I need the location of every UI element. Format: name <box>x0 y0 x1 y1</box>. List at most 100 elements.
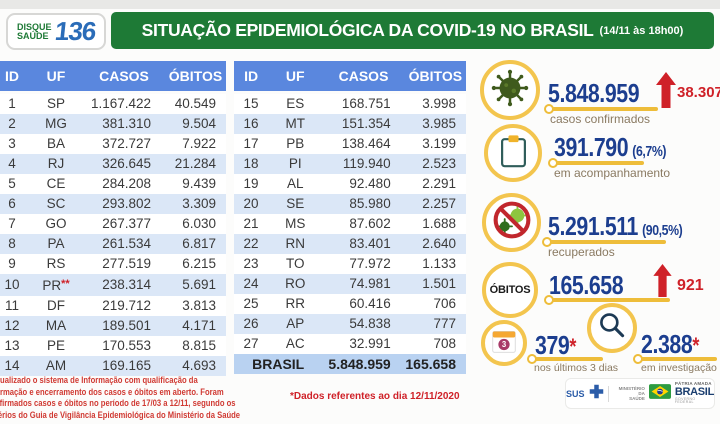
footnote-line: critérios do Guia de Vigilância Epidemio… <box>0 409 241 420</box>
row-id: 7 <box>8 215 16 231</box>
ministry-line2: SAÚDE <box>629 396 645 401</box>
brazil-flag-icon <box>648 383 671 404</box>
recovered-ring <box>482 193 541 252</box>
row-id: 1 <box>8 95 16 111</box>
row-id: 11 <box>4 297 19 313</box>
table-row: 9 RS 277.519 6.215 <box>0 253 226 274</box>
page-title: SITUAÇÃO EPIDEMIOLÓGICA DA COVID-19 NO B… <box>141 20 594 40</box>
table-row: 19 AL 92.480 2.291 <box>234 173 466 194</box>
investigation-ring <box>587 303 637 353</box>
row-uf: PI <box>288 155 302 171</box>
row-obitos: 6.817 <box>182 235 216 251</box>
total-casos: 5.848.959 <box>328 355 391 372</box>
row-uf: MT <box>285 115 306 131</box>
row-uf: SP <box>46 95 65 111</box>
row-id: 19 <box>243 175 259 191</box>
row-id: 2 <box>8 115 16 131</box>
row-id: 24 <box>243 275 259 291</box>
table-row: 10 PR** 238.314 5.691 <box>0 273 226 296</box>
row-uf: GO <box>45 215 67 231</box>
ministry-label: MINISTÉRIO DA SAÚDE <box>612 386 645 401</box>
col-header-casos: CASOS <box>322 61 405 94</box>
deaths-icon-label: ÓBITOS <box>489 284 531 296</box>
row-obitos: 2.257 <box>422 195 456 211</box>
row-id: 16 <box>243 115 259 131</box>
row-uf: PE <box>46 337 65 353</box>
col-header-obitos: ÓBITOS <box>404 61 466 94</box>
table-row: 5 CE 284.208 9.439 <box>0 173 226 194</box>
row-casos: 381.310 <box>102 115 151 131</box>
recovered-percent: (90,5%) <box>642 222 683 239</box>
row-uf: MG <box>45 115 67 131</box>
sus-cross-icon <box>589 384 604 404</box>
confirmed-label: casos confirmados <box>550 112 651 126</box>
row-id: 8 <box>8 235 16 251</box>
up-arrow-icon <box>653 264 672 302</box>
table-row: 7 GO 267.377 6.030 <box>0 213 226 234</box>
state-table-left: ID UF CASOS ÓBITOS 1 SP 1.167.422 40.549 2 MG… <box>0 61 226 376</box>
monitoring-value: 391.790 (6,7%) <box>554 132 667 162</box>
row-obitos: 9.504 <box>182 115 216 131</box>
row-id: 14 <box>4 357 20 373</box>
row-uf: SC <box>46 195 66 211</box>
no-virus-icon <box>492 200 532 245</box>
row-uf: RS <box>46 255 66 271</box>
row-uf: RR <box>285 295 306 311</box>
row-obitos: 1.501 <box>422 275 456 291</box>
last3days-value: 379* <box>535 330 576 360</box>
row-obitos: 777 <box>433 315 456 331</box>
col-header-obitos: ÓBITOS <box>165 61 226 94</box>
row-obitos: 21.284 <box>174 155 216 171</box>
row-id: 20 <box>243 195 259 211</box>
up-arrow-icon <box>656 72 676 113</box>
row-casos: 74.981 <box>349 275 391 291</box>
confirmed-value: 5.848.959 <box>548 78 640 108</box>
row-obitos: 1.688 <box>422 215 456 231</box>
row-casos: 372.727 <box>102 135 151 151</box>
table-header-row: ID UF CASOS ÓBITOS <box>0 61 226 94</box>
row-casos: 168.751 <box>341 95 391 111</box>
row-uf: ES <box>286 95 305 111</box>
row-uf: AC <box>285 335 305 351</box>
logo-divider <box>607 385 609 402</box>
row-casos: 85.980 <box>349 195 391 211</box>
row-casos: 151.354 <box>341 115 391 131</box>
deaths-underline <box>544 295 670 305</box>
footnote-line: informação e encerramento dos casos e ób… <box>0 386 224 397</box>
row-id: 17 <box>243 135 259 151</box>
table-row: 21 MS 87.602 1.688 <box>234 213 466 234</box>
row-casos: 326.645 <box>102 155 151 171</box>
table-row: 8 PA 261.534 6.817 <box>0 233 226 254</box>
row-casos: 87.602 <box>349 215 391 231</box>
row-obitos: 3.813 <box>182 297 216 313</box>
row-obitos: 3.998 <box>422 95 456 111</box>
total-obitos: 165.658 <box>405 355 456 372</box>
page-top-strip <box>0 0 720 9</box>
row-obitos: 2.291 <box>422 175 456 191</box>
row-obitos: 3.309 <box>182 195 216 211</box>
clipboard-icon <box>500 134 527 173</box>
recovered-underline <box>542 237 666 247</box>
row-id: 21 <box>243 215 259 231</box>
recovered-label: recuperados <box>548 245 615 259</box>
row-uf: RO <box>285 275 306 291</box>
table-header-row: ID UF CASOS ÓBITOS <box>234 61 466 94</box>
row-obitos: 9.439 <box>182 175 216 191</box>
row-id: 13 <box>4 337 20 353</box>
ministry-line1: MINISTÉRIO DA <box>618 386 645 396</box>
table-row: 1 SP 1.167.422 40.549 <box>0 92 226 114</box>
row-casos: 138.464 <box>341 135 391 151</box>
row-uf: PB <box>286 135 305 151</box>
row-obitos: 3.199 <box>422 135 456 151</box>
row-id: 5 <box>8 175 16 191</box>
row-obitos: 40.549 <box>174 95 216 111</box>
total-label: BRASIL <box>252 355 305 372</box>
disque-saude-logo: DISQUE SAÚDE 136 <box>6 13 106 50</box>
row-casos: 267.377 <box>102 215 151 231</box>
table-row: 22 RN 83.401 2.640 <box>234 233 466 254</box>
logo-number-136: 136 <box>53 16 97 46</box>
row-uf: AM <box>45 357 67 373</box>
row-casos: 32.991 <box>349 335 391 351</box>
table-row: 18 PI 119.940 2.523 <box>234 153 466 174</box>
row-casos: 219.712 <box>102 297 151 313</box>
